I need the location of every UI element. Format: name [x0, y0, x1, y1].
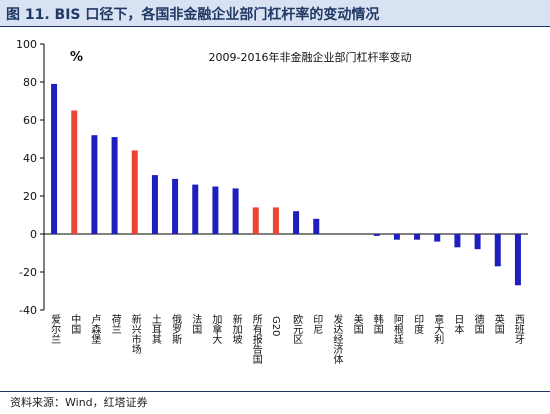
x-tick-label: 意大利: [432, 313, 444, 344]
footer-divider: [0, 391, 550, 392]
unit-label: %: [70, 50, 83, 65]
x-tick-label: 阿根廷: [391, 314, 403, 345]
bar: [91, 135, 98, 234]
x-tick-label: 加拿大: [210, 314, 222, 345]
x-tick-label: 法国: [190, 313, 202, 335]
source-note: 资料来源：Wind，红塔证券: [10, 396, 148, 409]
y-tick-label: -40: [19, 304, 37, 317]
x-tick-label: 中国: [69, 313, 81, 335]
bar: [192, 184, 199, 234]
chart-title: 2009-2016年非金融企业部门杠杆率变动: [209, 50, 412, 64]
figure-title: 图 11. BIS 口径下，各国非金融企业部门杠杆率的变动情况: [6, 7, 380, 23]
bar: [212, 186, 219, 234]
x-tick-label: 爱尔兰: [49, 313, 61, 344]
y-tick-label: 100: [16, 38, 37, 51]
x-tick-label: 所有报告国: [250, 314, 262, 365]
bar: [71, 110, 78, 234]
bar: [131, 150, 138, 234]
y-tick-label: 20: [23, 190, 37, 203]
x-tick-label: 德国: [472, 313, 484, 335]
chart-area: -40 -20 0 20 40 60 80 100 爱尔兰 中国 卢森堡 荷兰 新兴市场 土耳其 俄罗斯法…: [0, 27, 550, 387]
bar: [293, 211, 300, 234]
x-tick-label: 新加坡: [230, 313, 242, 345]
bar: [494, 234, 501, 267]
bar: [474, 234, 481, 250]
x-tick-label: 土耳其: [149, 313, 161, 345]
bar: [51, 83, 58, 235]
y-tick-label: 0: [30, 228, 37, 241]
bar: [252, 207, 259, 234]
x-tick-label: 韩国: [371, 313, 383, 335]
y-tick-label: 60: [23, 114, 37, 127]
bar: [434, 234, 441, 242]
y-tick-label: 40: [23, 152, 37, 165]
x-tick-label: G20: [270, 316, 281, 336]
bar: [232, 188, 239, 234]
x-tick-label: 欧元区: [291, 314, 303, 344]
bar: [454, 234, 461, 248]
bar: [151, 175, 158, 234]
bar: [313, 218, 320, 234]
x-tick-label: 发达经济体: [331, 313, 343, 365]
bar: [172, 178, 179, 234]
y-axis: -40 -20 0 20 40 60 80 100: [16, 38, 528, 317]
x-tick-label: 英国: [492, 313, 504, 335]
x-tick-label: 西班牙: [512, 314, 524, 345]
bar: [414, 234, 421, 240]
y-tick-label: -20: [19, 266, 37, 279]
x-tick-label: 印度: [412, 314, 424, 335]
figure-header: 图 11. BIS 口径下，各国非金融企业部门杠杆率的变动情况: [0, 0, 550, 27]
bar: [373, 234, 380, 236]
bar-series: [51, 83, 521, 286]
x-tick-label: 荷兰: [109, 314, 121, 334]
x-tick-label: 日本: [452, 314, 464, 335]
x-axis: 爱尔兰 中国 卢森堡 荷兰 新兴市场 土耳其 俄罗斯 法国 加拿大 新加坡 所有报告国 G20 欧元区印…: [49, 313, 525, 365]
bar: [393, 234, 400, 240]
bar-chart: -40 -20 0 20 40 60 80 100 爱尔兰 中国 卢森堡 荷兰 新兴市场 土耳其 俄罗斯法…: [16, 38, 528, 365]
bar: [514, 234, 521, 286]
x-tick-label: 卢森堡: [89, 313, 101, 344]
bar: [111, 137, 118, 234]
header-divider: [0, 26, 550, 27]
x-tick-label: 美国: [351, 313, 363, 335]
x-tick-label: 俄罗斯: [170, 314, 182, 345]
y-tick-label: 80: [23, 76, 37, 89]
x-tick-label: 新兴市场: [129, 313, 141, 355]
x-tick-label: 印尼: [311, 314, 323, 335]
bar: [272, 207, 279, 234]
